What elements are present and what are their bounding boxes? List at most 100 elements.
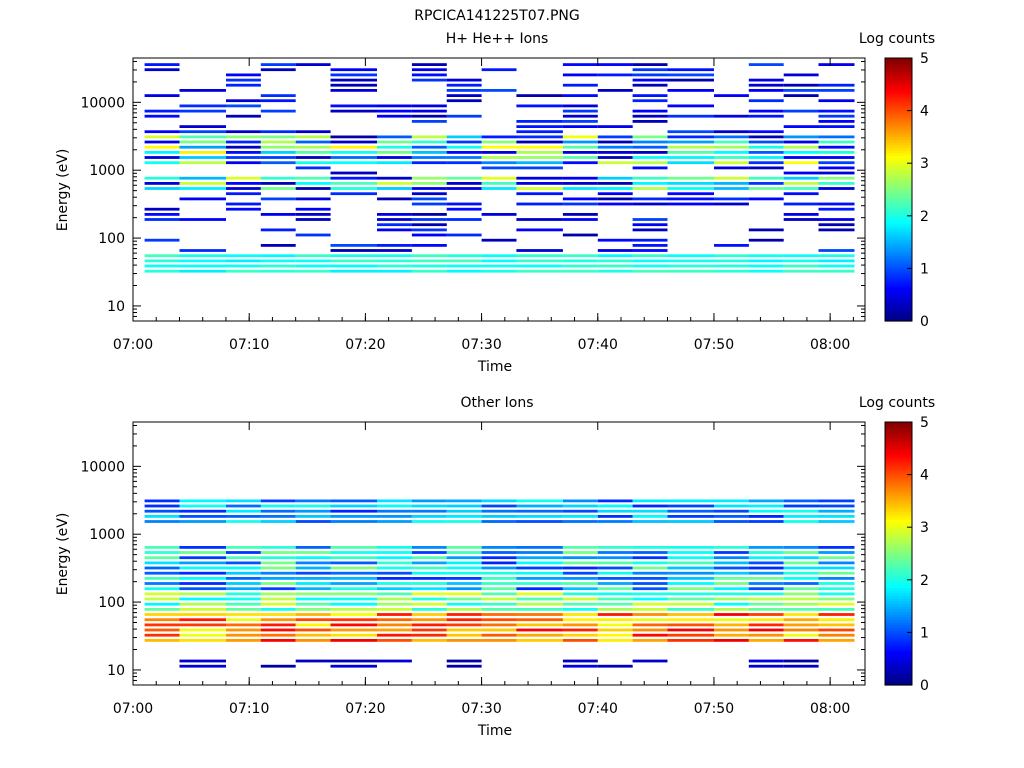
heatmap-cell — [377, 659, 412, 663]
colorbar-swatch — [885, 619, 912, 623]
heatmap-cell — [260, 515, 296, 518]
heatmap-cell — [144, 551, 180, 554]
heatmap-cell — [144, 269, 180, 273]
heatmap-cell — [632, 109, 668, 113]
heatmap-cell — [226, 73, 261, 77]
heatmap-cell — [226, 639, 261, 642]
heatmap-cell — [783, 628, 819, 632]
heatmap-cell — [144, 587, 180, 591]
y-tick-label: 100 — [98, 231, 125, 247]
heatmap-cell — [632, 114, 668, 118]
heatmap-cell — [632, 561, 668, 565]
heatmap-cell — [632, 83, 668, 87]
heatmap-cell — [714, 244, 749, 247]
heatmap-cell — [179, 608, 226, 611]
colorbar-swatch — [885, 424, 912, 428]
heatmap-cell — [597, 582, 633, 585]
heatmap-cell — [446, 264, 482, 268]
heatmap-cell — [783, 602, 819, 606]
heatmap-cell — [295, 628, 331, 632]
heatmap-cell — [144, 161, 180, 165]
heatmap-cell — [481, 254, 517, 258]
heatmap-cell — [748, 561, 784, 565]
heatmap-cell — [411, 566, 447, 570]
colorbar-swatch — [885, 632, 912, 636]
colorbar-swatch — [885, 242, 912, 246]
heatmap-cell — [377, 254, 412, 258]
heatmap-cell — [667, 623, 714, 627]
heatmap-cell — [516, 592, 563, 596]
heatmap-cell — [260, 602, 296, 606]
heatmap-cell — [446, 633, 482, 637]
heatmap-cell — [330, 182, 377, 185]
heatmap-cell — [377, 561, 412, 565]
heatmap-cell — [562, 94, 598, 97]
heatmap-cell — [818, 218, 855, 221]
heatmap-cell — [783, 73, 819, 77]
heatmap-cell — [226, 161, 261, 165]
heatmap-cell — [481, 587, 517, 591]
heatmap-cell — [226, 104, 261, 108]
heatmap-cell — [562, 254, 598, 258]
heatmap-cell — [377, 592, 412, 596]
colorbar-swatch — [885, 579, 912, 584]
heatmap-cell — [295, 602, 331, 606]
colorbar-swatch — [885, 663, 912, 668]
heatmap-cell — [144, 151, 180, 154]
colorbar-swatch — [885, 521, 912, 526]
heatmap-cell — [330, 269, 377, 273]
heatmap-cell — [632, 509, 668, 513]
colorbar-swatch — [885, 656, 912, 660]
heatmap-cell — [377, 633, 412, 637]
heatmap-cell — [667, 269, 714, 273]
heatmap-cell — [783, 546, 819, 549]
heatmap-cell — [597, 613, 633, 616]
heatmap-cell — [411, 556, 447, 560]
heatmap-cell — [144, 207, 180, 211]
heatmap-cell — [597, 571, 633, 575]
heatmap-cell — [632, 556, 668, 560]
heatmap-cell — [632, 623, 668, 627]
heatmap-cell — [516, 156, 563, 159]
heatmap-cell — [783, 254, 819, 258]
heatmap-cell — [562, 120, 598, 123]
x-tick-label: 08:00 — [810, 337, 850, 353]
heatmap-cell — [226, 556, 261, 560]
heatmap-cell — [818, 551, 855, 554]
colorbar-swatch — [885, 574, 912, 578]
colorbar-swatch — [885, 299, 912, 304]
heatmap-cell — [748, 145, 784, 149]
heatmap-cell — [260, 94, 296, 97]
heatmap-cell — [783, 639, 819, 642]
heatmap-cell — [411, 571, 447, 575]
heatmap-cell — [481, 151, 517, 154]
heatmap-cell — [818, 633, 855, 637]
colorbar-swatch — [885, 474, 912, 478]
heatmap-cell — [714, 577, 749, 580]
heatmap-cell — [446, 587, 482, 591]
heatmap-cell — [818, 566, 855, 570]
colorbar-swatch — [885, 292, 912, 296]
heatmap-cell — [562, 125, 598, 128]
heatmap-cell — [377, 571, 412, 575]
colorbar-swatch — [885, 305, 912, 309]
x-tick-label: 07:00 — [113, 337, 153, 353]
heatmap-cell — [179, 176, 226, 180]
heatmap-cell — [562, 597, 598, 601]
heatmap-cell — [295, 608, 331, 611]
heatmap-cell — [632, 151, 668, 154]
x-tick-label: 07:20 — [345, 337, 385, 353]
heatmap-cell — [632, 264, 668, 268]
heatmap-cell — [260, 182, 296, 185]
heatmap-cell — [411, 233, 447, 237]
heatmap-cell — [516, 254, 563, 258]
heatmap-cell — [411, 156, 447, 159]
heatmap-cell — [516, 94, 563, 97]
heatmap-cell — [481, 639, 517, 642]
heatmap-cell — [226, 592, 261, 596]
colorbar-swatch — [885, 532, 912, 536]
colorbar-swatch — [885, 81, 912, 85]
heatmap-cell — [783, 94, 819, 97]
heatmap-cell — [748, 156, 784, 159]
colorbar-swatch — [885, 553, 912, 557]
